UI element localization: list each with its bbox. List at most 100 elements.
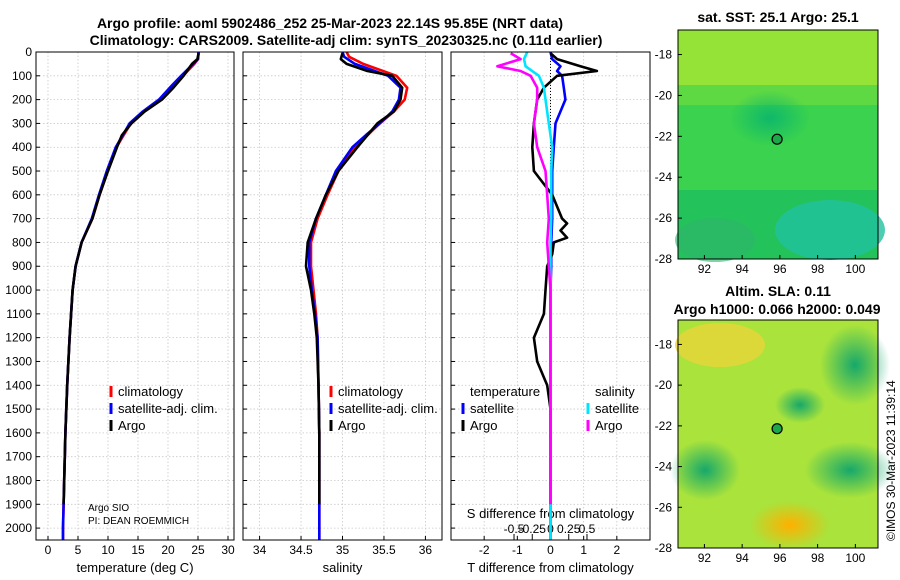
y-tick-label: 1700 [5,450,32,464]
legend-sal-title: salinity [595,384,635,399]
series-group [61,52,200,540]
map-y-tick-label: -24 [655,460,673,474]
x-tick-label: 5 [75,543,82,557]
sla-axis-ticks: 92 94 96 98 100 -18 -20 -22 -24 -26 -28 [655,337,866,565]
legend-label-argo: Argo [118,418,145,433]
sst-cool-patch [775,200,885,260]
x-tick-label: 25 [191,543,205,557]
y-tick-label: 1200 [5,331,32,345]
x-tick-label: 1 [580,543,587,557]
sla-cool-patch-ne [820,325,890,405]
legend-label-sal-satellite: satellite [595,401,639,416]
y-tick-label: 500 [12,164,32,178]
map-y-tick-label: -22 [655,129,673,143]
x-tick-label: 20 [161,543,175,557]
x-tick-label: 2 [613,543,620,557]
series-line-satellite-adj-clim- [307,52,402,540]
s-tick-label: 0.5 [579,522,596,536]
map-x-tick-label: 100 [845,262,865,276]
y-tick-label: 700 [12,212,32,226]
legend-label-climatology: climatology [118,384,184,399]
map-y-tick-label: -18 [655,337,673,351]
sla-cool-patch-sw [670,440,740,500]
map-y-tick-label: -20 [655,378,673,392]
main-title-line1: Argo profile: aoml 5902486_252 25-Mar-20… [97,15,563,31]
axes-frame [35,51,235,541]
x-axis-label: T difference from climatology [467,560,634,575]
y-tick-label: 0 [25,45,32,59]
map-x-tick-label: 96 [773,262,787,276]
x-axis-label: temperature (deg C) [76,560,193,575]
legend-temperature: climatology satellite-adj. clim. Argo [109,384,218,433]
y-tick-label: 900 [12,259,32,273]
legend-label-temp-argo: Argo [470,418,497,433]
y-tick-label: 1600 [5,426,32,440]
x-tick-label: 34 [253,543,267,557]
sla-yellow-patch [675,323,765,367]
y-tick-label: 1900 [5,497,32,511]
series-line-salinity-satellite [522,52,554,540]
legend-label-climatology: climatology [338,384,404,399]
series-line-climatology [309,52,409,540]
series-line-argo [62,52,200,505]
map-x-tick-label: 92 [698,262,712,276]
map-y-tick-label: -28 [655,541,673,555]
map-y-tick-label: -28 [655,252,673,266]
sla-map [670,319,895,549]
y-tick-label: 1400 [5,378,32,392]
map-y-tick-label: -26 [655,500,673,514]
series-group [304,52,409,540]
sst-eddy [730,90,810,146]
axes-frame [450,51,651,541]
y-tick-label: 1300 [5,354,32,368]
legend-label-sal-argo: Argo [595,418,622,433]
s-tick-label: 0.25 [557,522,581,536]
legend-label-satellite: satellite-adj. clim. [338,401,438,416]
s-tick-label: -0.25 [519,522,547,536]
series-line-temperature-satellite [549,52,567,540]
legend-difference: temperature satellite Argo salinity sate… [461,384,639,433]
legend-label-argo: Argo [338,418,365,433]
sst-patch [675,218,755,262]
x-tick-label: 0 [547,543,554,557]
series-line-salinity-argo [496,52,552,505]
map-x-tick-label: 98 [811,262,825,276]
salinity-panel: 34 34.5 35 35.5 36 salinity [242,51,443,575]
y-tick-label: 800 [12,235,32,249]
y-tick-label: 1100 [6,307,32,321]
s-tick-label: -0.5 [504,522,525,536]
footer-pi: PI: DEAN ROEMMICH [88,516,189,527]
x-tick-label: 35 [336,543,350,557]
y-tick-label: 600 [12,188,32,202]
y-tick-label: 1800 [5,473,32,487]
footer-argo-sio: Argo SIO [88,503,129,514]
y-tick-label: 100 [12,69,32,83]
y-tick-label: 200 [12,93,32,107]
x-tick-label: 0 [45,543,52,557]
x-axis-label: salinity [323,560,363,575]
map-x-tick-label: 98 [811,551,825,565]
sst-map [675,29,885,262]
map-y-tick-label: -26 [655,211,673,225]
sst-map-title: sat. SST: 25.1 Argo: 25.1 [697,9,859,25]
map-y-tick-label: -18 [655,48,673,62]
x-tick-label: -2 [479,543,490,557]
map-x-tick-label: 96 [773,551,787,565]
map-y-tick-label: -22 [655,419,673,433]
x-tick-label: 36 [419,543,433,557]
map-y-tick-label: -24 [655,170,673,184]
x-tick-label: 10 [101,543,115,557]
sla-warm-patch [750,501,830,549]
legend-label-temp-satellite: satellite [470,401,514,416]
main-title-line2: Climatology: CARS2009. Satellite-adj cli… [90,32,603,48]
y-tick-label: 300 [12,116,32,130]
sst-north-warm [678,30,878,85]
sla-cool-patch-center [775,387,825,423]
series-group [496,52,599,540]
x-tick-label: 30 [221,543,235,557]
sst-axis-ticks: 92 94 96 98 100 -18 -20 -22 -24 -26 -28 [655,48,866,276]
x-tick-label: -1 [512,543,523,557]
y-tick-label: 2000 [5,521,32,535]
y-tick-label: 400 [12,140,32,154]
